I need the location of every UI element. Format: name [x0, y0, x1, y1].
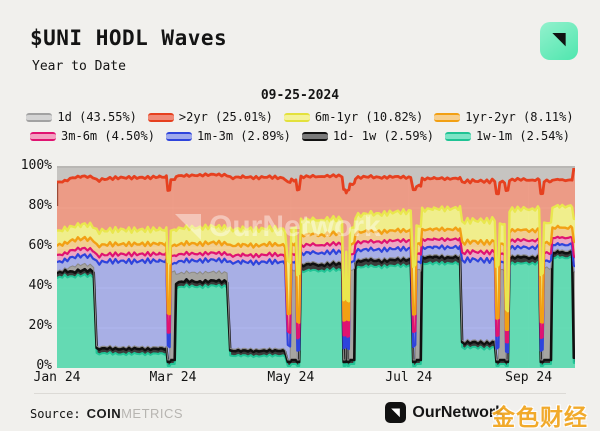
x-tick-label: Mar 24 [149, 370, 197, 385]
legend-item-3m-6m: 3m-6m (4.50%) [30, 129, 155, 143]
legend-label: 1yr-2yr (8.11%) [465, 110, 574, 124]
y-tick-label: 40% [28, 278, 52, 293]
jinse-watermark: 金色财经 [492, 405, 588, 431]
y-tick-label: 20% [28, 318, 52, 333]
source-brand-bold: COIN [86, 406, 122, 421]
legend-swatch-3m-6m [30, 131, 57, 141]
legend-label: 1d- 1w (2.59%) [332, 129, 435, 143]
legend-item-1d-1w: 1d- 1w (2.59%) [301, 129, 435, 143]
x-tick-label: May 24 [267, 370, 315, 385]
source-brand-light: METRICS [121, 406, 184, 421]
legend-row: 1d (43.55%) >2yr (25.01%) 6m-1yr (10.82%) 1… [0, 110, 600, 124]
ournetwork-badge [540, 22, 578, 60]
y-tick-label: 80% [28, 198, 52, 213]
legend-label: 1d (43.55%) [57, 110, 137, 124]
hodl-waves-plot: OurNetwork [57, 166, 575, 368]
y-tick-label: 60% [28, 238, 52, 253]
footer-brand: OurNetwork [385, 402, 504, 423]
legend-swatch-gt2yr [147, 112, 174, 122]
legend-item-1d: 1d (43.55%) [26, 110, 137, 124]
legend-row: 3m-6m (4.50%) 1m-3m (2.89%) 1d- 1w (2.59%)… [0, 129, 600, 143]
chart-legend: 1d (43.55%) >2yr (25.01%) 6m-1yr (10.82%) 1… [0, 110, 600, 148]
legend-swatch-1yr-2yr [434, 112, 461, 122]
legend-swatch-1d-1w [301, 131, 328, 141]
y-tick-label: 100% [20, 158, 52, 173]
ournetwork-footer-logo-icon [385, 402, 407, 423]
hodl-chart-svg [57, 168, 575, 368]
x-tick-label: Jul 24 [385, 370, 433, 385]
legend-swatch-1m-3m [165, 131, 192, 141]
legend-label: 3m-6m (4.50%) [61, 129, 155, 143]
y-tick-label: 0% [36, 358, 52, 373]
legend-label: 1w-1m (2.54%) [476, 129, 570, 143]
legend-item-1w-1m: 1w-1m (2.54%) [445, 129, 570, 143]
page-subtitle: Year to Date [32, 59, 126, 74]
legend-item-6m-1yr: 6m-1yr (10.82%) [283, 110, 424, 124]
x-tick-label: Jan 24 [33, 370, 81, 385]
footer-source: Source: COIN METRICS [30, 406, 183, 421]
legend-swatch-6m-1yr [283, 112, 310, 122]
legend-item-1yr-2yr: 1yr-2yr (8.11%) [434, 110, 574, 124]
footer-divider [34, 393, 566, 394]
legend-item-1m-3m: 1m-3m (2.89%) [165, 129, 291, 143]
legend-label: 6m-1yr (10.82%) [314, 110, 424, 124]
legend-label: 1m-3m (2.89%) [196, 129, 291, 143]
legend-item-gt2yr: >2yr (25.01%) [147, 110, 273, 124]
source-prefix-label: Source: [30, 407, 81, 421]
as-of-date: 09-25-2024 [260, 88, 340, 103]
legend-swatch-1d [26, 112, 53, 122]
legend-label: >2yr (25.01%) [178, 110, 273, 124]
x-tick-label: Sep 24 [505, 370, 553, 385]
page-title: $UNI HODL Waves [30, 26, 228, 50]
footer-brand-name: OurNetwork [412, 403, 504, 421]
legend-swatch-1w-1m [445, 131, 472, 141]
ournetwork-logo-icon [547, 27, 571, 55]
